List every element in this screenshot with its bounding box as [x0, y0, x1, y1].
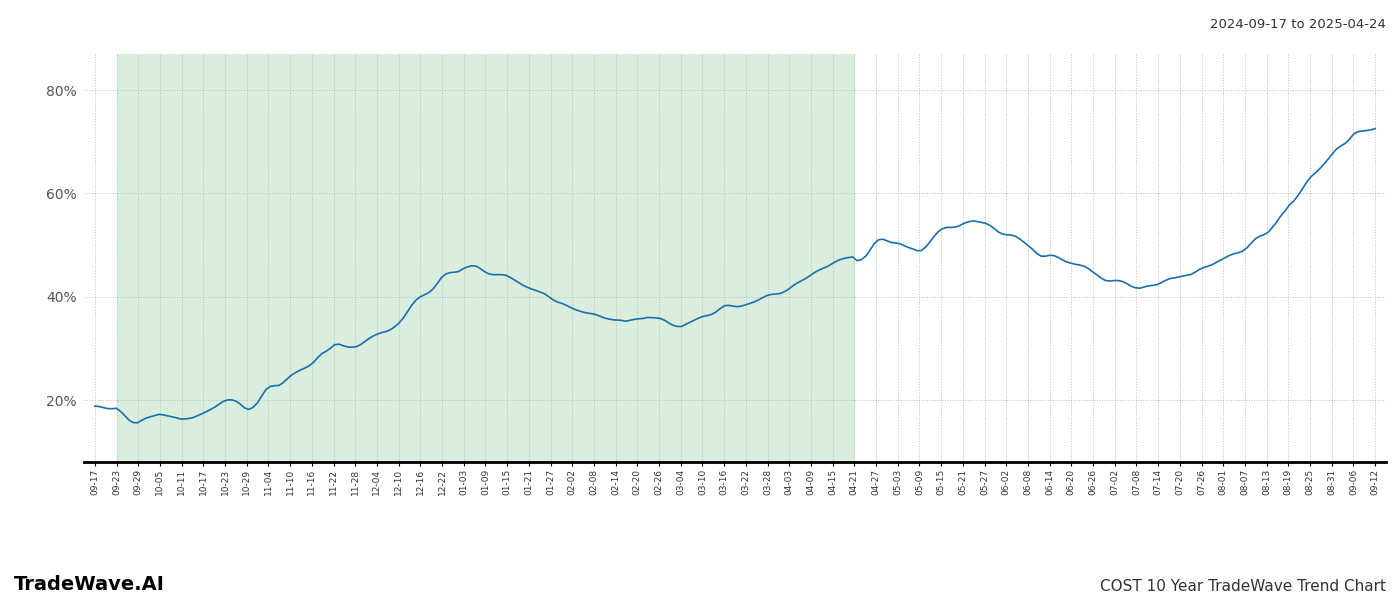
Text: COST 10 Year TradeWave Trend Chart: COST 10 Year TradeWave Trend Chart	[1100, 579, 1386, 594]
Text: 2024-09-17 to 2025-04-24: 2024-09-17 to 2025-04-24	[1210, 18, 1386, 31]
Bar	[116, 54, 854, 462]
Text: TradeWave.AI: TradeWave.AI	[14, 575, 165, 594]
